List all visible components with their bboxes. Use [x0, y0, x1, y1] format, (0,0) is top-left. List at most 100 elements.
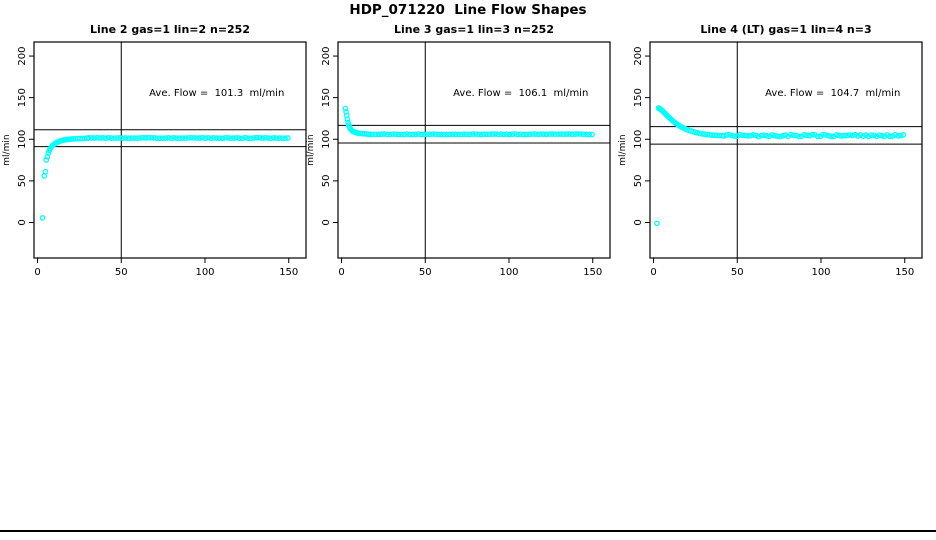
- line2-flow-panel: Line 2 gas=1 lin=2 n=252 0 50 100 150 0 50 100 1…: [2, 23, 307, 278]
- flow-data-point: [267, 135, 274, 142]
- x-tick-label: 100: [195, 267, 214, 278]
- flow-data-point: [761, 132, 767, 139]
- flow-data-point: [737, 131, 743, 138]
- flow-data-point: [415, 131, 422, 137]
- flow-data-point: [242, 134, 249, 141]
- flow-data-point: [441, 131, 447, 138]
- y-tick-label: 100: [633, 130, 644, 149]
- flow-data-point: [836, 132, 842, 139]
- flow-data-point: [372, 131, 379, 138]
- plot-box: [337, 41, 611, 259]
- y-tick-label: 0: [17, 219, 28, 225]
- flow-data-point: [871, 132, 877, 139]
- flow-data-point: [97, 135, 103, 141]
- flow-data-point: [117, 135, 123, 141]
- flow-data-point: [342, 105, 349, 112]
- x-tick-label: 150: [279, 267, 298, 278]
- flow-data-point: [42, 168, 49, 175]
- flow-data-point: [401, 131, 408, 138]
- flow-data-point: [174, 135, 180, 141]
- y-tick-label: 0: [321, 219, 332, 225]
- flow-data-point: [879, 132, 885, 139]
- flow-data-point: [156, 135, 163, 142]
- flow-data-point: [788, 131, 794, 138]
- flow-data-point: [814, 133, 821, 140]
- flow-data-point: [367, 131, 373, 138]
- flow-data-point: [392, 131, 399, 138]
- flow-data-point: [111, 135, 118, 142]
- flow-data-point: [586, 131, 593, 138]
- flow-data-point: [344, 116, 351, 123]
- flow-data-point: [820, 131, 826, 138]
- flow-data-point: [563, 131, 570, 137]
- flow-data-point: [492, 131, 499, 137]
- flow-data-point: [114, 135, 120, 141]
- flow-data-point: [540, 131, 547, 138]
- flow-data-point: [855, 133, 861, 139]
- flow-data-point: [526, 131, 533, 138]
- y-tick-label: 200: [17, 47, 28, 66]
- flow-data-point: [747, 132, 754, 139]
- flow-data-point: [279, 135, 286, 142]
- flow-data-point: [777, 133, 783, 140]
- flow-data-point: [407, 131, 413, 138]
- flow-data-point: [193, 135, 200, 141]
- x-tick-label: 0: [338, 267, 344, 278]
- bottom-border-line: [0, 530, 936, 532]
- flow-data-point: [191, 134, 197, 141]
- x-tick-label: 150: [895, 267, 914, 278]
- flow-data-point: [515, 131, 521, 138]
- figure-title: HDP_071220 Line Flow Shapes: [349, 2, 587, 18]
- y-axis-label: ml/min: [306, 134, 316, 165]
- flow-data-point: [750, 132, 757, 138]
- flow-data-point: [574, 131, 581, 137]
- flow-data-point: [518, 131, 524, 138]
- flow-data-point: [873, 133, 880, 140]
- flow-data-point: [569, 131, 575, 138]
- panel-title: Line 2 gas=1 lin=2 n=252: [90, 23, 250, 36]
- flow-data-point: [375, 131, 382, 138]
- flow-data-point: [119, 135, 126, 142]
- flow-data-point: [108, 135, 115, 141]
- ave-flow-annotation: Ave. Flow = 106.1 ml/min: [453, 88, 588, 99]
- flow-data-point: [273, 135, 280, 141]
- flow-data-point: [771, 132, 778, 139]
- flow-data-point: [841, 132, 848, 139]
- flow-data-point: [520, 131, 527, 138]
- flow-data-point: [142, 135, 149, 141]
- flow-data-point: [236, 135, 243, 142]
- flow-data-point: [88, 135, 95, 141]
- flow-data-point: [512, 131, 519, 137]
- flow-data-point: [763, 133, 770, 139]
- flow-data-point: [165, 134, 172, 141]
- flow-data-point: [699, 131, 705, 137]
- flow-data-point: [790, 132, 797, 139]
- flow-data-point: [99, 135, 106, 141]
- flow-data-point: [256, 134, 263, 141]
- ave-flow-annotation: Ave. Flow = 104.7 ml/min: [765, 88, 900, 99]
- flow-data-point: [758, 132, 765, 139]
- flow-data-point: [426, 131, 433, 138]
- flow-data-point: [265, 135, 271, 141]
- flow-data-point: [726, 131, 733, 138]
- flow-data-point: [583, 131, 590, 138]
- y-tick-label: 50: [321, 175, 332, 188]
- flow-data-point: [537, 131, 544, 137]
- y-axis-label: ml/min: [2, 134, 12, 165]
- flow-data-point: [395, 131, 402, 138]
- flow-data-point: [546, 131, 553, 137]
- flow-data-point: [897, 132, 904, 139]
- flow-data-point: [381, 131, 388, 137]
- flow-data-point: [779, 132, 786, 139]
- flow-data-point: [154, 135, 160, 142]
- flow-data-point: [654, 220, 660, 227]
- flow-data-point: [94, 134, 100, 141]
- flow-data-point: [560, 131, 567, 138]
- flow-data-point: [753, 132, 759, 139]
- flow-data-point: [804, 132, 810, 139]
- flow-data-point: [429, 131, 436, 137]
- flow-data-point: [543, 131, 550, 138]
- flow-data-point: [211, 135, 217, 141]
- flow-data-point: [887, 133, 893, 140]
- y-tick-label: 100: [321, 130, 332, 149]
